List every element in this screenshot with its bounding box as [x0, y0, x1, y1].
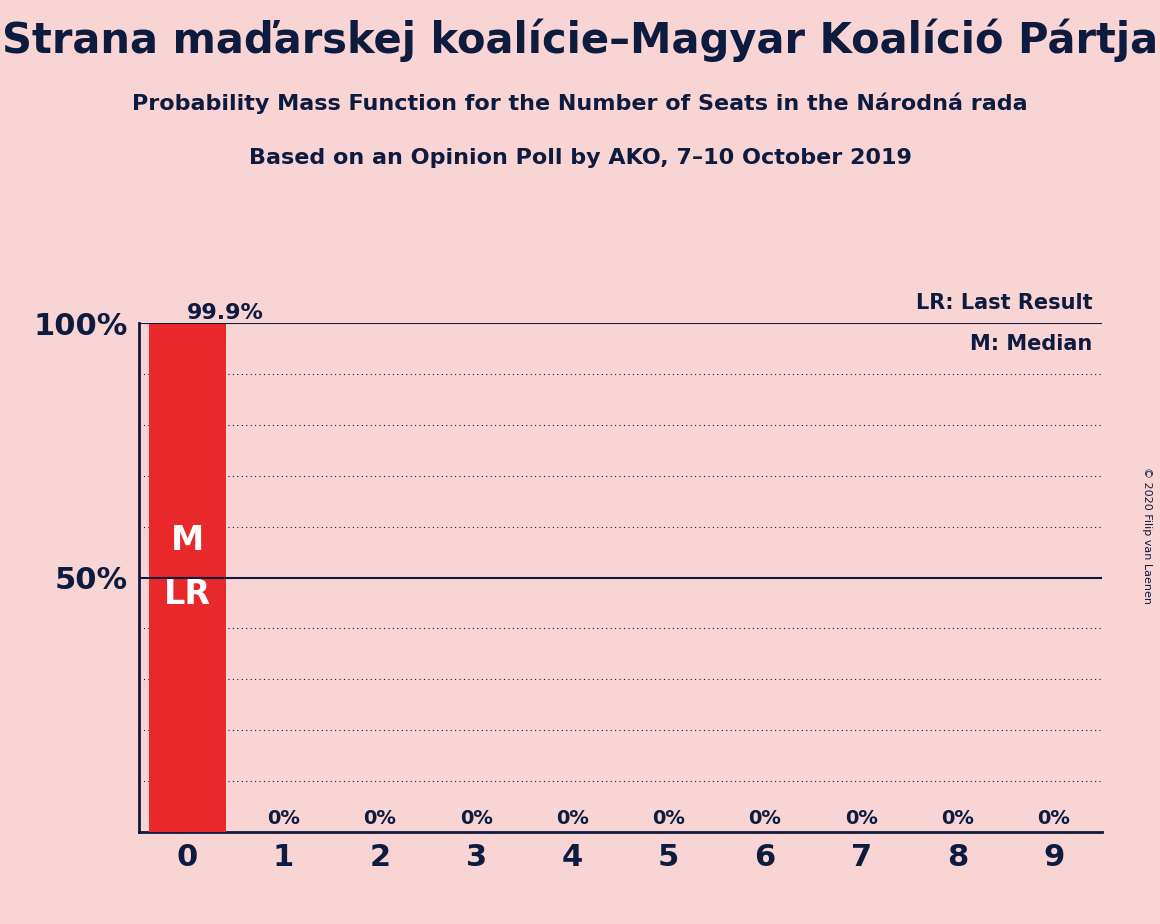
Text: 0%: 0% — [267, 808, 300, 828]
Text: 0%: 0% — [941, 808, 974, 828]
Bar — [148, 324, 226, 832]
Text: 0%: 0% — [363, 808, 397, 828]
Text: Probability Mass Function for the Number of Seats in the Národná rada: Probability Mass Function for the Number… — [132, 92, 1028, 114]
Text: © 2020 Filip van Laenen: © 2020 Filip van Laenen — [1141, 468, 1152, 604]
Text: 0%: 0% — [748, 808, 782, 828]
Text: 99.9%: 99.9% — [187, 303, 264, 322]
Text: 0%: 0% — [844, 808, 878, 828]
Text: LR: Last Result: LR: Last Result — [915, 293, 1093, 313]
Text: 0%: 0% — [1037, 808, 1071, 828]
Text: 0%: 0% — [652, 808, 686, 828]
Text: M: Median: M: Median — [970, 334, 1093, 354]
Text: Strana maďarskej koalície–Magyar Koalíció Pártja: Strana maďarskej koalície–Magyar Koalíci… — [2, 18, 1158, 62]
Text: Based on an Opinion Poll by AKO, 7–10 October 2019: Based on an Opinion Poll by AKO, 7–10 Oc… — [248, 148, 912, 168]
Text: LR: LR — [164, 578, 211, 611]
Text: 0%: 0% — [459, 808, 493, 828]
Text: M: M — [171, 524, 204, 557]
Text: 0%: 0% — [556, 808, 589, 828]
